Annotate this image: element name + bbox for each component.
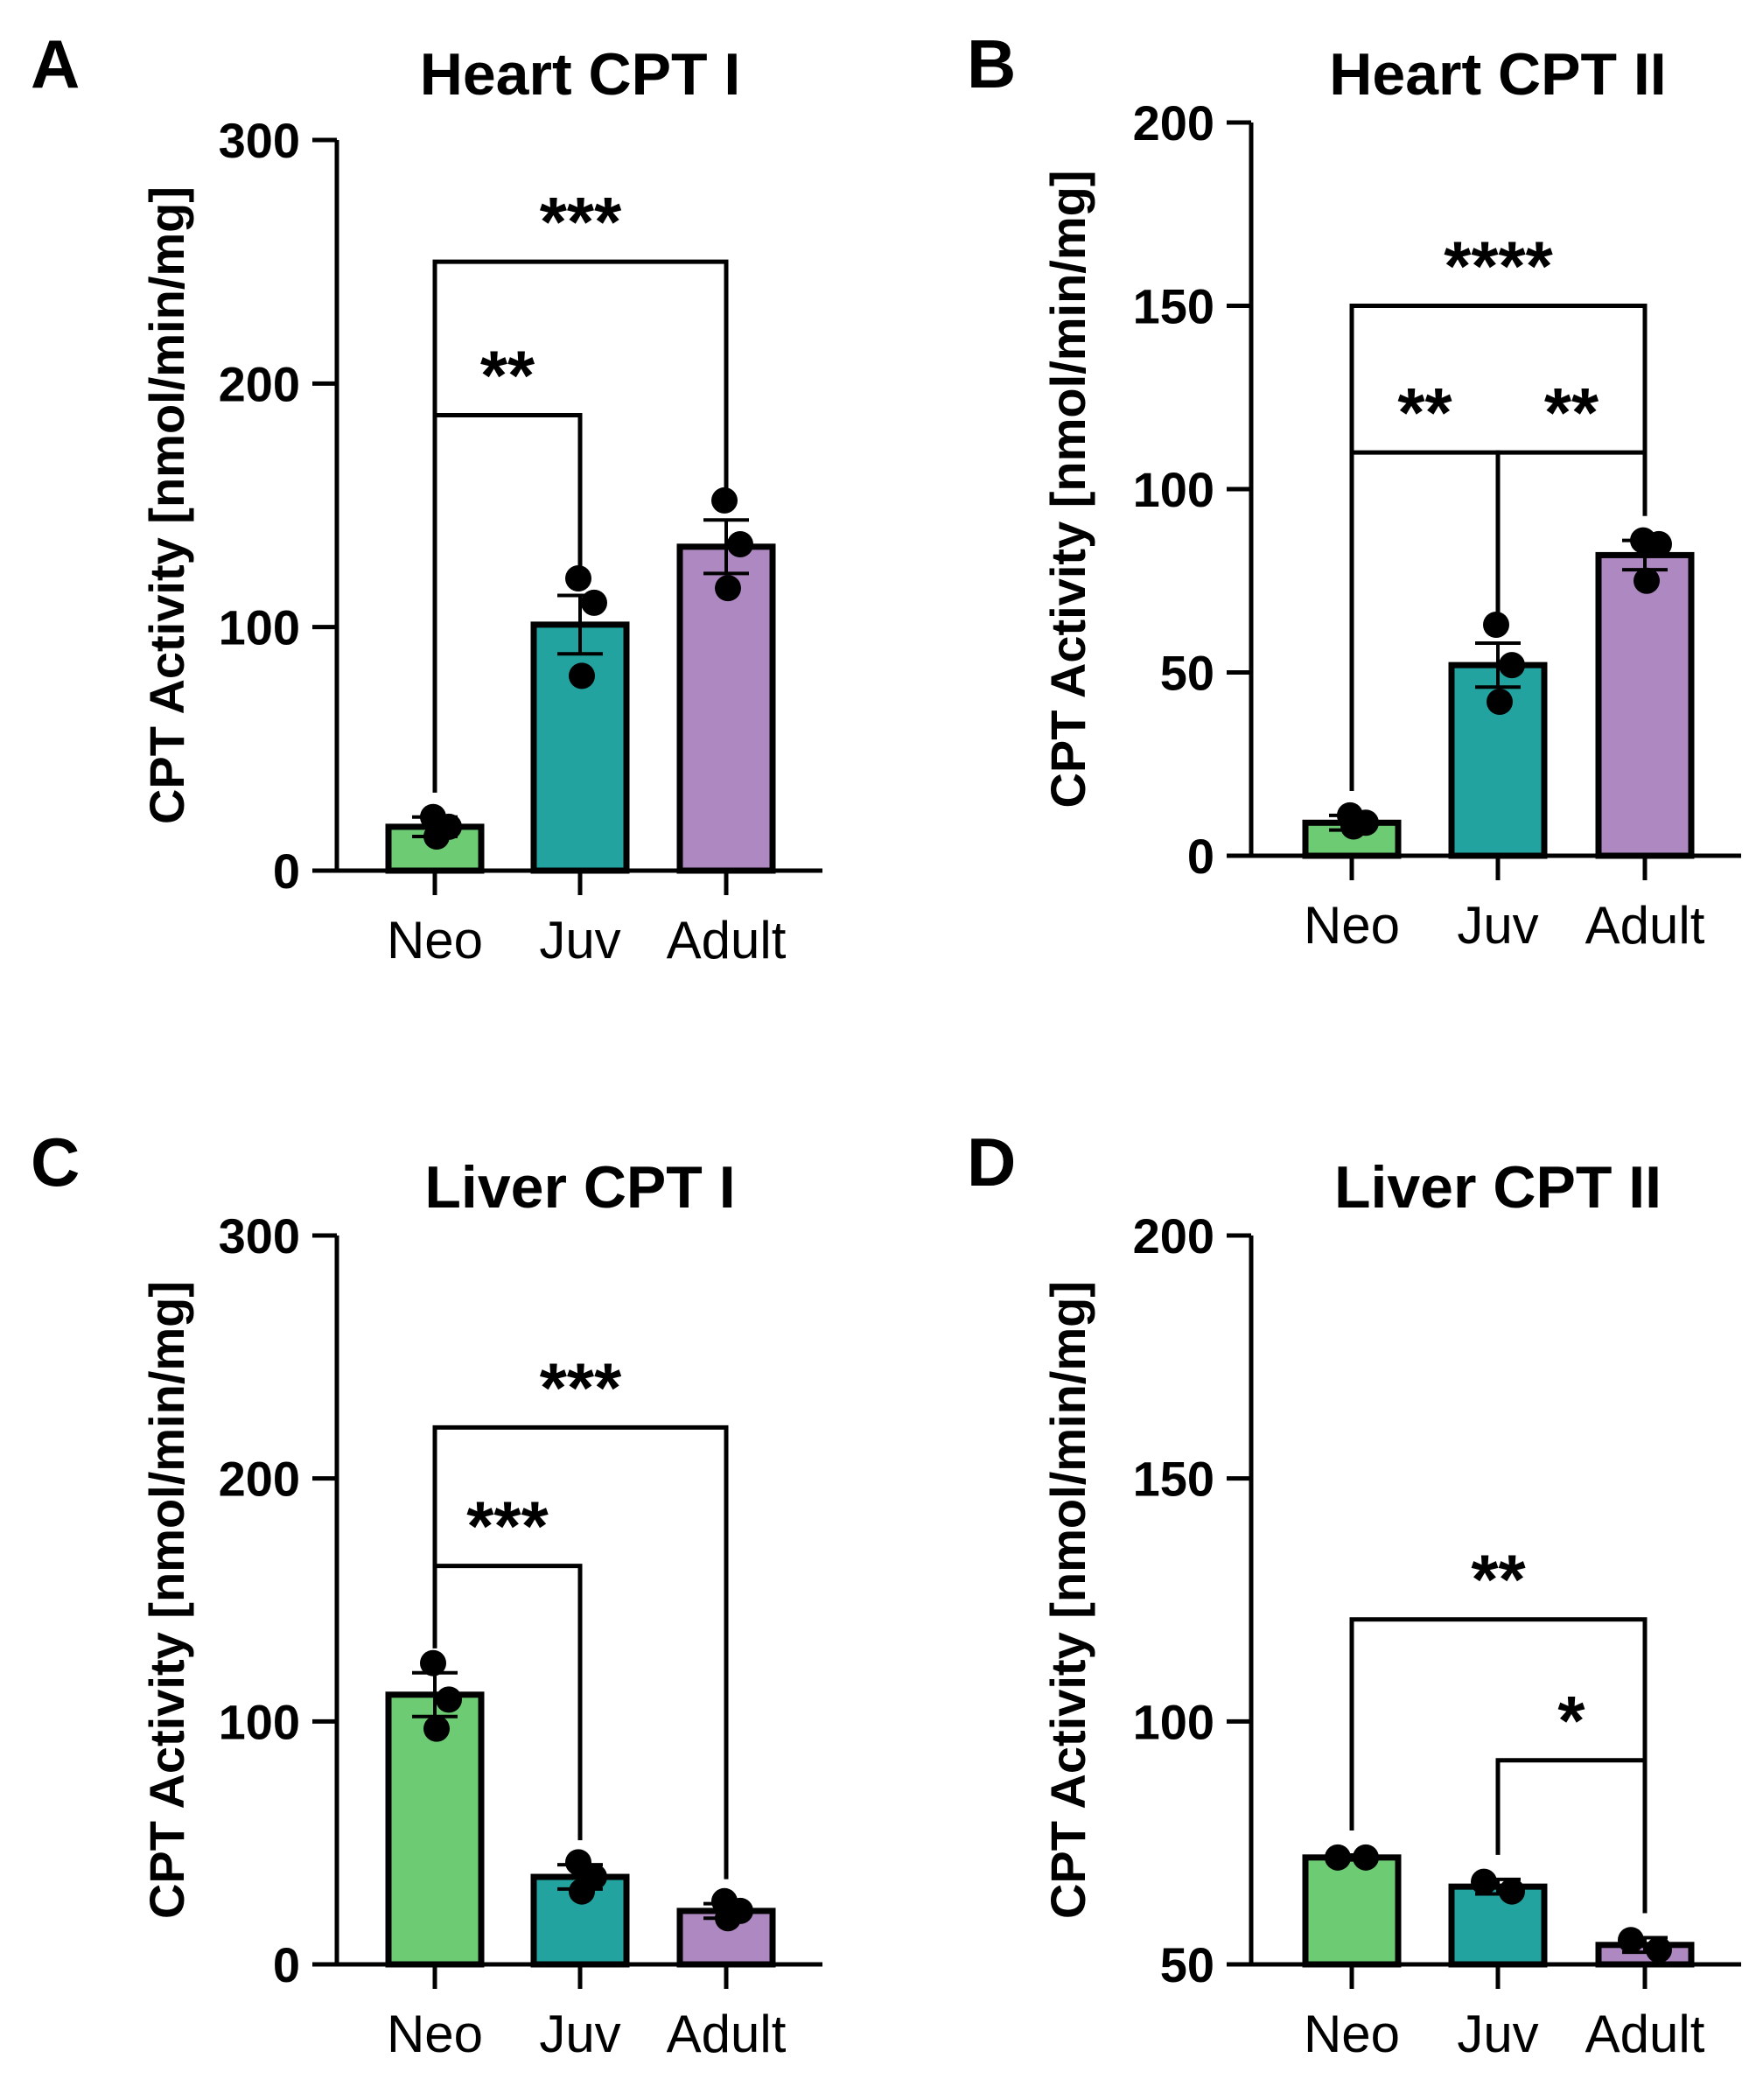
bar-adult: [1595, 551, 1695, 859]
data-point: [1499, 652, 1525, 679]
data-point: [1325, 1844, 1351, 1871]
y-tick-label: 0: [273, 1937, 300, 1992]
y-tick-label: 300: [219, 113, 300, 168]
chart-title: Heart CPT II: [1329, 41, 1666, 108]
panel-a: A Heart CPT I CPT Activity [nmol/min/mg] 0 1…: [31, 25, 822, 970]
y-tick-label: 100: [219, 600, 300, 655]
y-tick-label: 300: [219, 1208, 300, 1264]
y-axis-label: CPT Activity [nmol/min/mg]: [139, 1281, 194, 1919]
data-point: [1634, 567, 1660, 594]
data-point: [1618, 1927, 1644, 1954]
y-tick-label: 100: [219, 1694, 300, 1749]
data-point: [711, 486, 738, 514]
data-point: [715, 575, 741, 602]
x-tick-label: Neo: [387, 2005, 483, 2063]
y-tick-label: 50: [1160, 646, 1214, 701]
x-tick-label: Adult: [667, 2005, 787, 2063]
significance-bracket: [432, 1424, 729, 1880]
y-tick-label: 200: [219, 1452, 300, 1507]
significance-label: **: [480, 337, 535, 415]
panel-c: C Liver CPT I CPT Activity [nmol/min/mg] 0 1…: [31, 1124, 822, 2063]
significance-label: ***: [540, 1348, 622, 1426]
data-point: [727, 531, 753, 558]
data-point: [565, 565, 591, 592]
bar-neo: [1302, 1854, 1402, 1968]
x-tick-label: Juv: [1457, 896, 1538, 955]
significance-label: **: [1544, 374, 1599, 452]
chart-title: Heart CPT I: [420, 41, 741, 108]
significance-label: ****: [1444, 228, 1553, 305]
x-tick-label: Neo: [1304, 2005, 1400, 2063]
significance-bracket: [1349, 304, 1648, 791]
y-tick-label: 50: [1160, 1937, 1214, 1992]
significance-bracket: [432, 259, 729, 793]
y-tick-label: 100: [1133, 462, 1214, 517]
panel-d: D Liver CPT II CPT Activity [nmol/min/mg] 5…: [967, 1124, 1741, 2063]
panel-letter: D: [967, 1124, 1016, 1200]
chart-title: Liver CPT II: [1334, 1154, 1662, 1221]
panel-letter: B: [967, 25, 1016, 102]
data-point: [569, 662, 595, 690]
data-point: [569, 1878, 595, 1905]
data-point: [1471, 1868, 1497, 1895]
data-point: [1487, 689, 1513, 716]
significance-label: ***: [466, 1488, 549, 1565]
y-tick-label: 200: [219, 356, 300, 411]
significance-label: *: [1557, 1682, 1585, 1760]
y-axis-label: CPT Activity [nmol/min/mg]: [1040, 170, 1095, 808]
significance-label: ***: [540, 183, 622, 261]
bar-juv: [530, 621, 630, 874]
y-tick-label: 0: [273, 844, 300, 899]
x-tick-label: Neo: [387, 911, 483, 970]
x-tick-label: Adult: [1585, 2005, 1705, 2063]
data-point: [581, 589, 607, 616]
y-tick-label: 150: [1133, 279, 1214, 334]
data-point: [1646, 1936, 1672, 1964]
y-tick-label: 150: [1133, 1452, 1214, 1507]
panel-letter: C: [31, 1124, 80, 1200]
x-tick-label: Adult: [667, 911, 787, 970]
panel-letter: A: [31, 25, 80, 102]
data-point: [436, 1686, 462, 1713]
bar-juv: [1448, 1883, 1548, 1968]
significance-label: **: [1397, 374, 1452, 452]
data-point: [1646, 530, 1672, 557]
x-tick-label: Juv: [539, 911, 620, 970]
data-point: [423, 823, 450, 850]
x-tick-label: Adult: [1585, 896, 1705, 955]
data-point: [715, 1905, 741, 1932]
x-tick-label: Juv: [539, 2005, 620, 2063]
y-axis-label: CPT Activity [nmol/min/mg]: [139, 186, 194, 824]
y-tick-label: 200: [1133, 1208, 1214, 1264]
data-point: [1340, 813, 1367, 840]
panel-b: B Heart CPT II CPT Activity [nmol/min/mg] 0…: [967, 25, 1741, 955]
y-axis-label: CPT Activity [nmol/min/mg]: [1040, 1281, 1095, 1919]
y-tick-label: 100: [1133, 1694, 1214, 1749]
data-point: [420, 1649, 446, 1676]
x-tick-label: Juv: [1457, 2005, 1538, 2063]
significance-bracket: [1349, 1617, 1648, 1914]
chart-title: Liver CPT I: [424, 1154, 735, 1221]
data-point: [1353, 1844, 1379, 1871]
data-point: [1483, 612, 1509, 639]
y-tick-label: 0: [1187, 829, 1214, 884]
x-tick-label: Neo: [1304, 896, 1400, 955]
y-tick-label: 200: [1133, 95, 1214, 150]
data-point: [1499, 1878, 1525, 1905]
data-point: [423, 1715, 450, 1742]
significance-label: **: [1471, 1541, 1526, 1619]
